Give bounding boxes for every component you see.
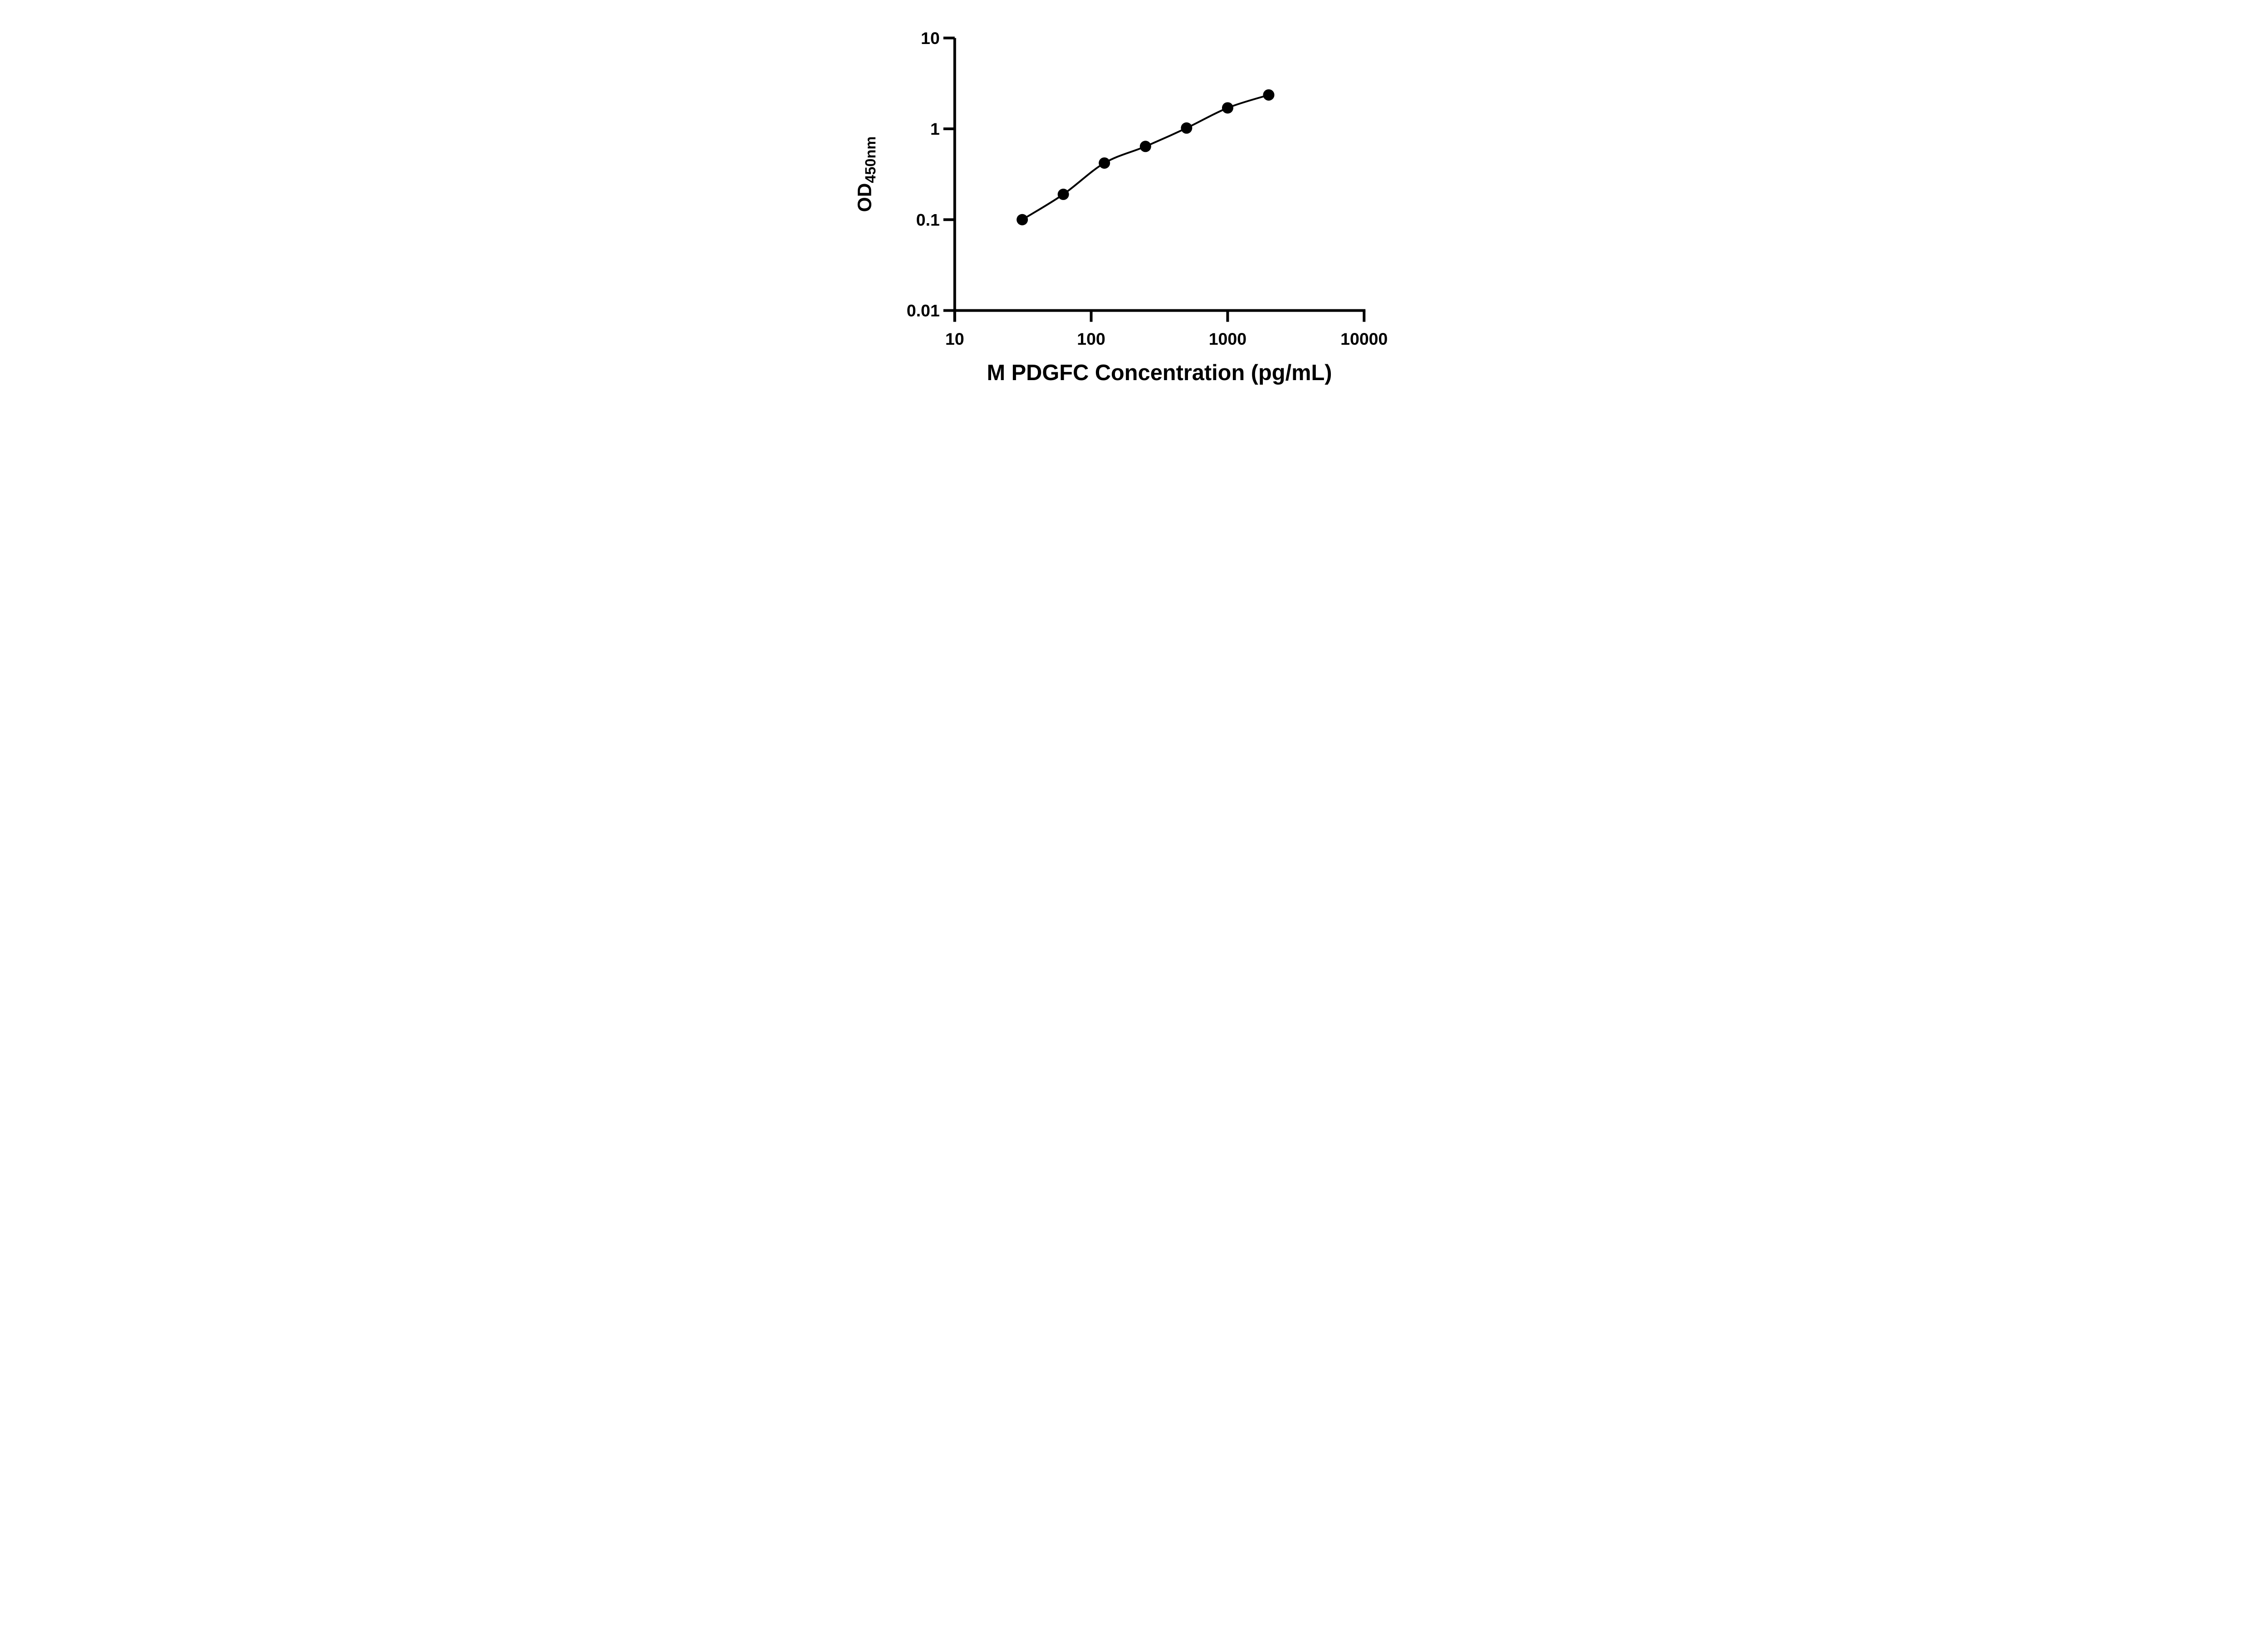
x-axis-title: M PDGFC Concentration (pg/mL) [987, 361, 1332, 385]
data-point [1017, 214, 1028, 225]
y-axis-title: OD450nm [854, 137, 879, 212]
x-tick-label: 10 [945, 329, 964, 348]
data-point [1099, 157, 1110, 169]
fit-curve [1022, 94, 1269, 220]
x-tick-label: 100 [1077, 329, 1105, 348]
axes [953, 38, 1366, 322]
axis-ticks [943, 36, 1366, 322]
x-tick-label: 1000 [1209, 329, 1246, 348]
chart-canvas: 10 1 0.1 0.01 10 100 1000 10000 M PDGFC Concent… [842, 0, 1426, 408]
x-tick-label: 10000 [1340, 329, 1388, 348]
y-tick-label: 1 [930, 119, 940, 138]
axis-tick-labels: 10 1 0.1 0.01 10 100 1000 10000 [907, 29, 1388, 348]
elisa-standard-curve-figure: 10 1 0.1 0.01 10 100 1000 10000 M PDGFC Concent… [842, 0, 1426, 408]
data-point [1057, 188, 1069, 200]
y-tick-label: 0.1 [916, 210, 940, 229]
data-series [1017, 89, 1275, 225]
y-tick-label: 0.01 [907, 301, 940, 320]
data-point [1222, 102, 1233, 114]
data-point [1263, 89, 1275, 101]
data-point [1139, 141, 1151, 152]
data-point [1181, 122, 1193, 134]
page: 10 1 0.1 0.01 10 100 1000 10000 M PDGFC Concent… [842, 0, 1426, 408]
y-tick-label: 10 [921, 29, 940, 48]
y-axis-title-main: OD [854, 183, 875, 212]
y-axis-title-subscript: 450nm [862, 137, 879, 183]
